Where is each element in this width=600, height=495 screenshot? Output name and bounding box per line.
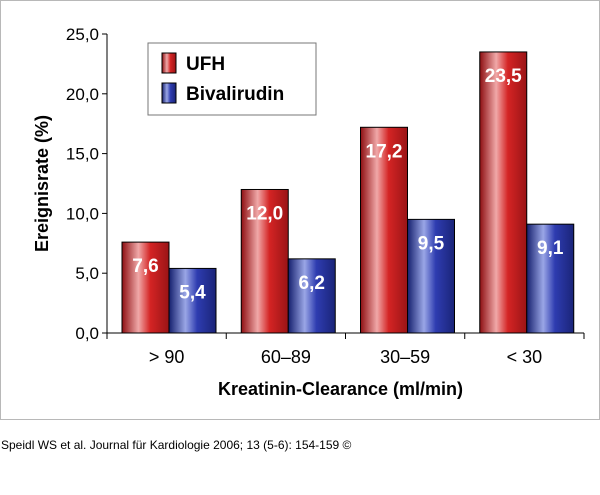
bar-bivalirudin-1 <box>287 258 336 334</box>
legend-label-ufh: UFH <box>186 54 225 75</box>
x-tick-label: < 30 <box>507 347 543 367</box>
bar-bivalirudin-2 <box>407 218 455 334</box>
x-tick-label: 60–89 <box>261 347 311 367</box>
x-tick-label: > 90 <box>149 347 185 367</box>
legend-swatch-bivalirudin <box>161 82 177 104</box>
bar-bivalirudin-3 <box>526 223 575 334</box>
x-tick-label: 30–59 <box>380 347 430 367</box>
bar-ufh-2 <box>360 126 408 334</box>
y-tick-label: 25,0 <box>66 25 99 44</box>
data-label: 12,0 <box>246 203 283 224</box>
citation-text: Speidl WS et al. Journal für Kardiologie… <box>1 438 352 452</box>
legend-label-bivalirudin: Bivalirudin <box>186 84 284 105</box>
y-tick-label: 10,0 <box>66 204 99 223</box>
legend-swatch-ufh <box>161 52 177 74</box>
data-label: 7,6 <box>132 256 158 277</box>
y-tick-label: 0,0 <box>75 324 99 343</box>
bar-ufh-3 <box>479 51 528 334</box>
y-axis-title: Ereignisrate (%) <box>32 115 52 252</box>
y-tick-label: 20,0 <box>66 85 99 104</box>
data-label: 5,4 <box>179 282 206 303</box>
y-tick-label: 5,0 <box>75 264 99 283</box>
data-label: 9,5 <box>418 233 445 254</box>
y-tick-label: 15,0 <box>66 145 99 164</box>
data-label: 23,5 <box>485 66 522 87</box>
data-label: 17,2 <box>366 141 403 162</box>
bar-chart: 0,0 5,0 10,0 15,0 20,0 25,0 > 90 60–89 30–59 < 30… <box>32 25 585 399</box>
data-label: 9,1 <box>537 238 564 259</box>
bar-bivalirudin-0 <box>168 267 217 334</box>
chart-frame: 0,0 5,0 10,0 15,0 20,0 25,0 > 90 60–89 30–59 < 30… <box>0 0 600 420</box>
x-axis-title: Kreatinin-Clearance (ml/min) <box>218 379 463 399</box>
bar-ufh-1 <box>240 188 289 334</box>
data-label: 6,2 <box>299 273 325 294</box>
